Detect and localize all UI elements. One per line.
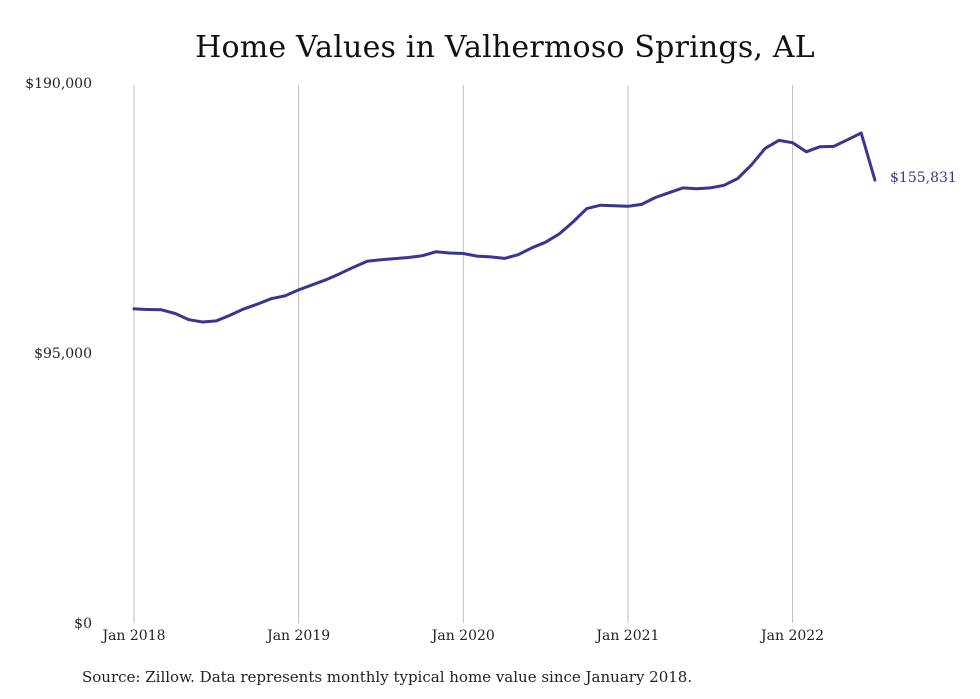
y-tick-label: $190,000: [25, 76, 92, 92]
x-tick-label: Jan 2019: [265, 628, 330, 644]
end-value-label: $155,831: [890, 170, 957, 186]
series-line: [132, 131, 877, 324]
x-tick-label: Jan 2020: [430, 628, 495, 644]
x-tick-label: Jan 2022: [759, 628, 824, 644]
y-axis-ticks: $190,000 $95,000 $0: [25, 76, 92, 632]
chart-title: Home Values in Valhermoso Springs, AL: [195, 30, 815, 65]
series-layer: $155,831: [132, 131, 957, 324]
x-tick-label: Jan 2018: [100, 628, 165, 644]
source-note: Source: Zillow. Data represents monthly …: [82, 668, 693, 686]
x-tick-label: Jan 2021: [594, 628, 659, 644]
gridlines: [133, 85, 794, 623]
x-axis-ticks: Jan 2018 Jan 2019 Jan 2020 Jan 2021 Jan 2022: [100, 628, 824, 644]
y-tick-label: $0: [74, 616, 92, 632]
y-tick-label: $95,000: [34, 346, 92, 362]
